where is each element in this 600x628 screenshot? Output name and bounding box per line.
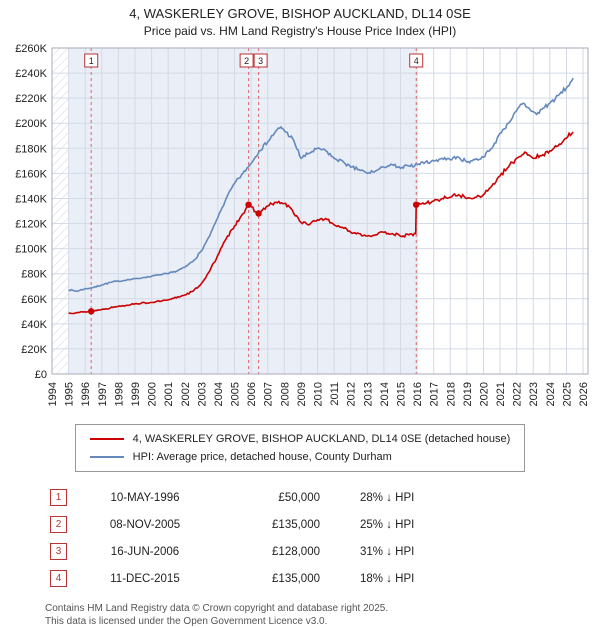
txn-hpi-delta: 28% ↓ HPI (360, 491, 415, 504)
svg-text:2025: 2025 (561, 382, 573, 406)
footer-line-2: This data is licensed under the Open Gov… (45, 616, 328, 627)
svg-text:2004: 2004 (213, 382, 225, 406)
svg-text:2023: 2023 (528, 382, 540, 406)
svg-text:1998: 1998 (113, 382, 125, 406)
legend-hpi-label: HPI: Average price, detached house, Coun… (132, 451, 392, 463)
property-line-swatch (89, 438, 124, 440)
table-row: 2 08-NOV-2005 £135,000 25% ↓ HPI (50, 511, 600, 538)
svg-text:1994: 1994 (47, 382, 59, 406)
price-chart: 1 2 3 4 £0 £20K £40K £60K £80K £100K £120K £140K £16… (0, 42, 600, 416)
svg-text:2016: 2016 (412, 382, 424, 406)
svg-text:£160K: £160K (15, 168, 47, 180)
svg-text:£120K: £120K (15, 219, 47, 231)
svg-text:2024: 2024 (545, 382, 557, 406)
svg-text:2022: 2022 (512, 382, 524, 406)
svg-text:£240K: £240K (15, 68, 47, 80)
svg-text:1997: 1997 (97, 382, 109, 406)
svg-text:2014: 2014 (379, 382, 391, 406)
transactions-table: 1 10-MAY-1996 £50,000 28% ↓ HPI 2 08-NOV… (50, 484, 600, 592)
svg-text:2015: 2015 (395, 382, 407, 406)
table-row: 1 10-MAY-1996 £50,000 28% ↓ HPI (50, 484, 600, 511)
svg-text:2000: 2000 (147, 382, 159, 406)
svg-text:1996: 1996 (80, 382, 92, 406)
svg-text:£80K: £80K (21, 269, 47, 281)
svg-text:2013: 2013 (362, 382, 374, 406)
txn-date: 11-DEC-2015 (110, 572, 180, 585)
txn-date: 16-JUN-2006 (110, 545, 180, 558)
svg-text:£0: £0 (35, 369, 47, 381)
svg-text:2002: 2002 (180, 382, 192, 406)
svg-text:2026: 2026 (578, 382, 590, 406)
svg-text:2003: 2003 (196, 382, 208, 406)
svg-text:£40K: £40K (21, 319, 47, 331)
svg-text:£20K: £20K (21, 344, 47, 356)
svg-text:£140K: £140K (15, 193, 47, 205)
svg-text:1999: 1999 (130, 382, 142, 406)
txn-price: £50,000 (278, 491, 320, 504)
txn-date: 08-NOV-2005 (109, 518, 181, 531)
svg-text:2: 2 (244, 56, 249, 66)
txn-price: £135,000 (272, 572, 320, 585)
svg-text:2001: 2001 (163, 382, 175, 406)
page-subtitle: Price paid vs. HM Land Registry's House … (143, 24, 457, 38)
svg-text:2020: 2020 (478, 382, 490, 406)
svg-text:2021: 2021 (495, 382, 507, 406)
svg-text:2007: 2007 (263, 382, 275, 406)
txn-hpi-delta: 18% ↓ HPI (360, 572, 415, 585)
chart-legend: 4, WASKERLEY GROVE, BISHOP AUCKLAND, DL1… (74, 424, 526, 472)
svg-text:2010: 2010 (313, 382, 325, 406)
svg-text:£180K: £180K (15, 143, 47, 155)
svg-text:£220K: £220K (15, 93, 47, 105)
license-footer: Contains HM Land Registry data © Crown c… (45, 602, 600, 628)
svg-text:£100K: £100K (15, 244, 47, 256)
table-row: 3 16-JUN-2006 £128,000 31% ↓ HPI (50, 538, 600, 565)
svg-text:£200K: £200K (15, 118, 47, 130)
txn-date: 10-MAY-1996 (110, 491, 180, 504)
svg-text:2017: 2017 (429, 382, 441, 406)
svg-text:2011: 2011 (329, 382, 341, 406)
table-row: 4 11-DEC-2015 £135,000 18% ↓ HPI (50, 565, 600, 592)
txn-number-badge: 3 (50, 543, 67, 560)
legend-row-hpi: HPI: Average price, detached house, Coun… (89, 448, 511, 466)
txn-hpi-delta: 25% ↓ HPI (360, 518, 415, 531)
svg-text:2012: 2012 (346, 382, 358, 406)
footer-line-1: Contains HM Land Registry data © Crown c… (45, 603, 389, 614)
svg-text:2018: 2018 (445, 382, 457, 406)
svg-text:2008: 2008 (279, 382, 291, 406)
legend-row-property: 4, WASKERLEY GROVE, BISHOP AUCKLAND, DL1… (89, 430, 511, 448)
svg-text:2019: 2019 (462, 382, 474, 406)
txn-hpi-delta: 31% ↓ HPI (360, 545, 415, 558)
txn-number-badge: 2 (50, 516, 67, 533)
svg-text:£260K: £260K (15, 43, 47, 55)
txn-price: £128,000 (272, 545, 320, 558)
price-chart-svg: 1 2 3 4 £0 £20K £40K £60K £80K £100K £120K £140K £16… (15, 43, 590, 406)
svg-text:3: 3 (258, 56, 263, 66)
legend-property-label: 4, WASKERLEY GROVE, BISHOP AUCKLAND, DL1… (132, 433, 511, 445)
txn-price: £135,000 (272, 518, 320, 531)
hpi-line-swatch (89, 456, 124, 458)
svg-text:2006: 2006 (246, 382, 258, 406)
svg-text:1: 1 (89, 56, 94, 66)
svg-text:2009: 2009 (296, 382, 308, 406)
svg-text:2005: 2005 (230, 382, 242, 406)
svg-text:4: 4 (414, 56, 419, 66)
svg-text:£60K: £60K (21, 294, 47, 306)
svg-text:1995: 1995 (64, 382, 76, 406)
page-title: 4, WASKERLEY GROVE, BISHOP AUCKLAND, DL1… (129, 6, 471, 21)
txn-number-badge: 4 (50, 570, 67, 587)
txn-number-badge: 1 (50, 489, 67, 506)
